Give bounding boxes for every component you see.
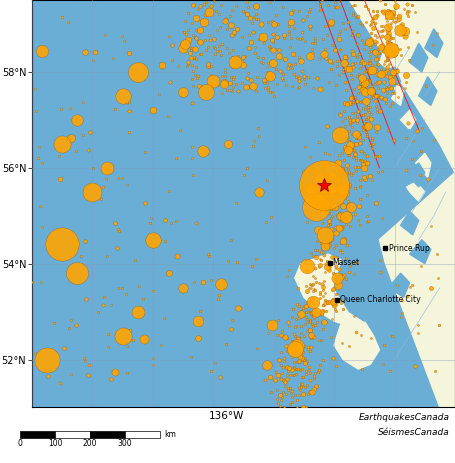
Polygon shape [334,240,385,321]
Bar [125,431,160,438]
Polygon shape [379,67,400,91]
Polygon shape [379,173,455,407]
Polygon shape [385,81,404,106]
Polygon shape [400,110,416,130]
Polygon shape [407,182,425,201]
Polygon shape [413,230,428,249]
Text: 136°W: 136°W [209,412,245,421]
Bar [20,431,55,438]
Text: Prince Rup: Prince Rup [389,244,429,253]
Polygon shape [400,130,416,153]
Polygon shape [379,48,394,72]
Polygon shape [334,312,379,369]
Text: Queen Charlotte City: Queen Charlotte City [340,295,421,304]
Polygon shape [289,216,364,254]
Text: Masset: Masset [333,258,360,267]
Bar [55,431,90,438]
Polygon shape [425,29,443,57]
Polygon shape [392,254,410,273]
Text: 200: 200 [83,439,97,448]
Polygon shape [295,254,379,326]
Text: km: km [164,430,176,439]
Polygon shape [428,211,443,235]
Polygon shape [349,0,455,173]
Polygon shape [440,336,455,407]
Polygon shape [410,163,425,187]
Polygon shape [370,96,389,120]
Text: 300: 300 [118,439,132,448]
Polygon shape [394,24,410,48]
Polygon shape [410,43,428,72]
Polygon shape [419,77,437,106]
Polygon shape [416,153,431,177]
Polygon shape [389,273,410,297]
Polygon shape [400,211,419,235]
Text: 0: 0 [18,439,22,448]
Text: 100: 100 [48,439,62,448]
Polygon shape [370,77,394,106]
Bar [90,431,125,438]
Text: SéismesCanada: SéismesCanada [378,428,450,437]
Text: EarthquakesCanada: EarthquakesCanada [359,413,450,422]
Polygon shape [410,240,431,263]
